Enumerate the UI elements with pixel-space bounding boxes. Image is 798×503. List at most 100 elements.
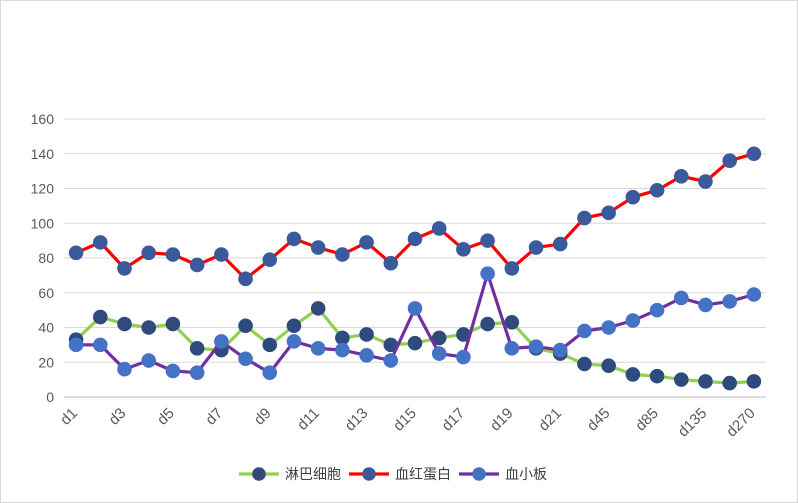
data-point (407, 231, 423, 247)
series-group (68, 146, 762, 391)
data-point (456, 242, 471, 257)
data-point (359, 235, 374, 250)
data-point (528, 240, 544, 255)
data-point (141, 245, 157, 261)
data-point (601, 358, 616, 374)
data-point (117, 261, 132, 276)
data-point (335, 330, 350, 346)
data-point (310, 341, 326, 356)
x-tick-label: d45 (584, 405, 614, 435)
y-tick-label: 100 (31, 215, 55, 231)
legend-marker (472, 467, 486, 481)
data-point (117, 361, 132, 377)
legend-marker (252, 467, 266, 481)
data-point (673, 169, 689, 184)
data-point (286, 318, 302, 334)
data-point (165, 247, 181, 262)
data-point (310, 301, 326, 316)
data-point (359, 348, 374, 363)
data-point (189, 341, 205, 356)
x-tick-label: d5 (154, 405, 178, 429)
y-tick-label: 0 (46, 389, 54, 405)
data-point (238, 271, 253, 287)
data-point (625, 313, 641, 328)
data-point (189, 257, 205, 273)
data-point (649, 182, 665, 198)
data-point (262, 252, 278, 268)
data-point (625, 189, 641, 205)
data-point (407, 301, 423, 316)
series-1 (68, 146, 762, 287)
data-point (698, 374, 713, 389)
legend: 淋巴细胞 血红蛋白 血小板 (239, 467, 547, 483)
data-point (673, 372, 689, 387)
x-tick-label: d11 (294, 405, 323, 434)
data-point (286, 231, 302, 247)
data-point (93, 337, 108, 353)
y-tick-label: 40 (38, 320, 54, 336)
data-point (238, 318, 253, 334)
data-point (649, 368, 665, 384)
legend-item: 淋巴细胞 (239, 467, 341, 483)
data-point (722, 294, 737, 309)
data-point (746, 374, 762, 389)
legend-label: 淋巴细胞 (285, 467, 341, 483)
legend-label: 血小板 (505, 467, 547, 483)
data-point (141, 353, 157, 368)
data-point (310, 240, 326, 255)
data-point (431, 221, 447, 236)
data-point (286, 334, 302, 349)
series-2 (68, 266, 762, 380)
x-tick-label: d9 (251, 405, 275, 429)
data-point (698, 174, 713, 189)
data-point (504, 341, 520, 356)
data-point (552, 236, 568, 252)
legend-item: 血小板 (459, 467, 547, 483)
data-point (552, 342, 568, 358)
data-point (722, 153, 737, 168)
x-tick-label: d17 (439, 405, 469, 435)
x-tick-label: d85 (632, 405, 662, 435)
x-tick-label: d21 (535, 405, 565, 435)
data-point (214, 247, 229, 262)
data-point (577, 323, 592, 339)
x-tick-label: d270 (723, 405, 759, 441)
data-point (746, 146, 762, 162)
x-axis-tick-labels: d1 d3 d5 d7 d9 d11 d13 d15 d17 d19 d21 d45 d85 d135 d2… (57, 405, 759, 441)
x-tick-label: d13 (342, 405, 372, 435)
data-point (673, 290, 689, 306)
data-point (335, 342, 350, 358)
data-point (189, 365, 205, 380)
data-point (335, 247, 350, 262)
data-point (431, 346, 447, 361)
x-tick-label: d1 (57, 405, 81, 429)
data-point (504, 261, 520, 276)
y-tick-label: 20 (38, 354, 54, 370)
data-point (141, 320, 157, 335)
data-point (262, 365, 278, 380)
data-point (746, 287, 762, 302)
data-point (238, 351, 253, 367)
x-tick-label: d19 (487, 405, 517, 435)
y-tick-label: 120 (31, 181, 55, 197)
data-point (625, 367, 641, 382)
data-point (480, 266, 495, 281)
data-point (93, 309, 108, 325)
data-point (698, 297, 713, 313)
data-point (117, 316, 132, 332)
y-tick-label: 160 (31, 111, 55, 127)
data-point (722, 375, 737, 391)
data-point (68, 337, 84, 353)
data-point (68, 245, 84, 261)
data-point (93, 235, 108, 250)
data-point (649, 302, 665, 318)
x-tick-label: d7 (202, 405, 226, 429)
data-point (504, 314, 520, 330)
x-tick-label: d3 (106, 405, 130, 429)
data-point (383, 255, 399, 271)
y-axis-tick-labels: 0 20 40 60 80 100 120 140 160 (31, 111, 55, 405)
y-tick-label: 80 (38, 250, 54, 266)
data-point (577, 356, 592, 372)
